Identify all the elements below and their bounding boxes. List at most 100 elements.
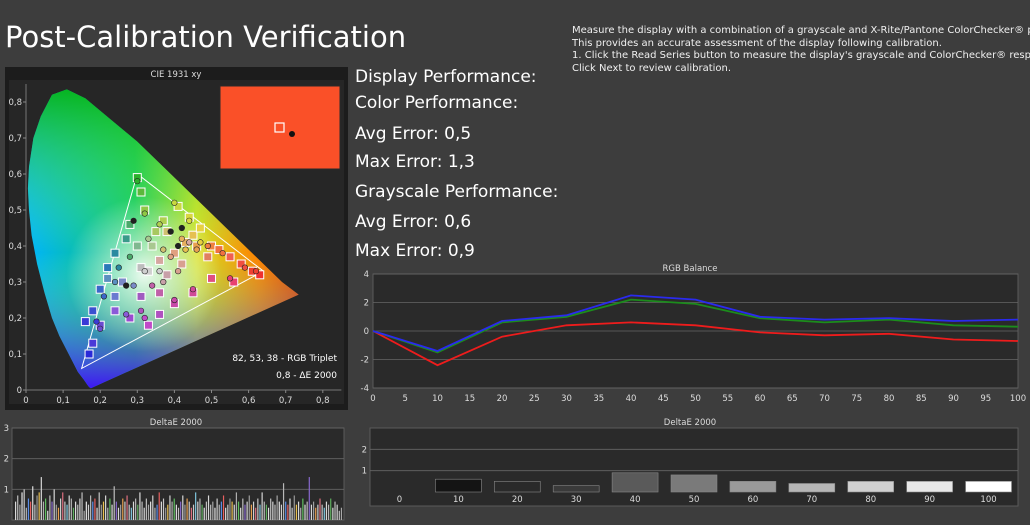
- delta-e-bar: [96, 507, 98, 520]
- delta-e-bar: [167, 504, 169, 520]
- delta-e-bar: [79, 498, 81, 520]
- delta-e-bar: [126, 495, 128, 520]
- selected-target-marker: [274, 122, 285, 133]
- delta-e-bar: [87, 504, 90, 520]
- selected-measured-marker: [289, 131, 295, 137]
- target-marker: [103, 273, 113, 283]
- target-marker: [162, 270, 172, 280]
- target-marker: [117, 277, 127, 287]
- x-tick-label: 100: [1010, 394, 1026, 404]
- delta-e-bar: [72, 507, 75, 520]
- delta-e-bar: [263, 501, 265, 520]
- measured-marker: [167, 228, 174, 235]
- delta-e-bar: [325, 501, 328, 520]
- delta-e-bar: [276, 495, 278, 520]
- delta-e-bar: [201, 504, 203, 520]
- rgb-triplet-label: 82, 53, 38 - RGB Triplet: [232, 354, 337, 364]
- delta-e-bar: [117, 507, 120, 520]
- delta-e-bar: [338, 510, 340, 520]
- delta-e-bar: [282, 483, 285, 520]
- delta-e-bar: [295, 504, 298, 520]
- y-tick-label: 0,5: [8, 206, 22, 216]
- x-tick-label: 0: [23, 396, 28, 406]
- delta-e-bar: [152, 495, 154, 520]
- x-tick-label: 0,6: [242, 396, 256, 406]
- delta-e-bar: [184, 504, 186, 520]
- delta-e-bar: [32, 486, 34, 520]
- delta-e-bar: [177, 507, 180, 520]
- delta-e-bar: [267, 507, 270, 520]
- delta-e-color-grid: 1 2 3: [4, 424, 344, 495]
- delta-e-grayscale-grid: 12: [362, 445, 1018, 477]
- delta-e-bar: [162, 498, 165, 520]
- delta-e-bar: [90, 495, 92, 520]
- delta-e-bar: [81, 492, 83, 520]
- delta-e-bar: [49, 495, 51, 520]
- delta-e-bar: [165, 507, 167, 520]
- delta-e-grayscale-plot-area: [369, 427, 1019, 507]
- series-line: [372, 294, 1019, 352]
- cie-points: [80, 173, 265, 359]
- delta-e-bar: [205, 501, 207, 520]
- delta-e-bar: [192, 504, 195, 520]
- delta-e-bar: [270, 498, 272, 520]
- delta-e-bar: [308, 477, 310, 520]
- delta-e-bar: [70, 498, 72, 520]
- delta-e-bar: [274, 504, 276, 520]
- target-marker: [103, 263, 113, 273]
- measured-marker: [226, 275, 234, 282]
- y-tick-label: 0,7: [8, 134, 22, 144]
- delta-e-color-chart: DeltaE 2000 1 2 3: [4, 418, 345, 521]
- delta-e-bar: [186, 498, 188, 520]
- x-tick-label: 80: [865, 495, 876, 505]
- x-tick-label: 70: [819, 394, 830, 404]
- delta-e-bar: [310, 504, 313, 520]
- delta-e-bar: [105, 495, 107, 520]
- delta-e-bar: [248, 495, 250, 520]
- delta-e-bar: [216, 498, 218, 520]
- delta-e-bar: [300, 507, 302, 520]
- measured-marker: [137, 307, 145, 314]
- target-marker: [169, 248, 179, 258]
- delta-e-bar: [227, 504, 229, 520]
- x-tick-label: 40: [626, 394, 637, 404]
- x-tick-label: 10: [453, 495, 464, 505]
- delta-e-bar: [38, 492, 40, 520]
- delta-e-bar: [493, 481, 541, 493]
- delta-e-bar: [113, 486, 115, 520]
- delta-e-grayscale-title: DeltaE 2000: [664, 418, 716, 428]
- delta-e-bar: [75, 501, 77, 520]
- delta-e-bar: [435, 478, 482, 493]
- delta-e-bar: [66, 504, 68, 520]
- delta-e-grayscale-chart: DeltaE 2000 12 0 10 20 30 40 50 60 70 80 90 100: [362, 418, 1019, 507]
- delta-e-bar: [321, 504, 323, 520]
- x-tick-label: 15: [464, 394, 475, 404]
- measured-marker: [204, 242, 211, 250]
- x-tick-label: 0,5: [205, 396, 219, 406]
- cie-chart-title: CIE 1931 xy: [151, 70, 202, 80]
- x-tick-label: 5: [403, 394, 408, 404]
- delta-e-bar: [255, 507, 257, 520]
- target-marker: [125, 313, 135, 323]
- delta-e-bar: [233, 504, 235, 520]
- delta-e-bar: [240, 507, 242, 520]
- x-tick-label: 55: [722, 394, 733, 404]
- series-line: [372, 321, 1019, 367]
- delta-e-bar: [293, 495, 295, 520]
- measured-marker: [175, 268, 182, 275]
- measured-marker: [160, 278, 167, 286]
- delta-e-bar: [64, 501, 66, 520]
- delta-e-bar: [242, 498, 244, 520]
- target-marker: [88, 306, 98, 316]
- target-marker: [121, 234, 131, 244]
- target-marker: [229, 277, 239, 287]
- delta-e-bar: [670, 474, 718, 493]
- delta-e-bar: [327, 504, 330, 520]
- delta-e-bar: [788, 483, 836, 493]
- delta-e-bar: [222, 495, 225, 520]
- delta-e-bar: [220, 501, 222, 520]
- delta-e-bar: [304, 504, 306, 520]
- x-tick-label: 0,2: [93, 396, 107, 406]
- delta-e-bar: [98, 492, 100, 520]
- delta-e-bar: [611, 472, 659, 493]
